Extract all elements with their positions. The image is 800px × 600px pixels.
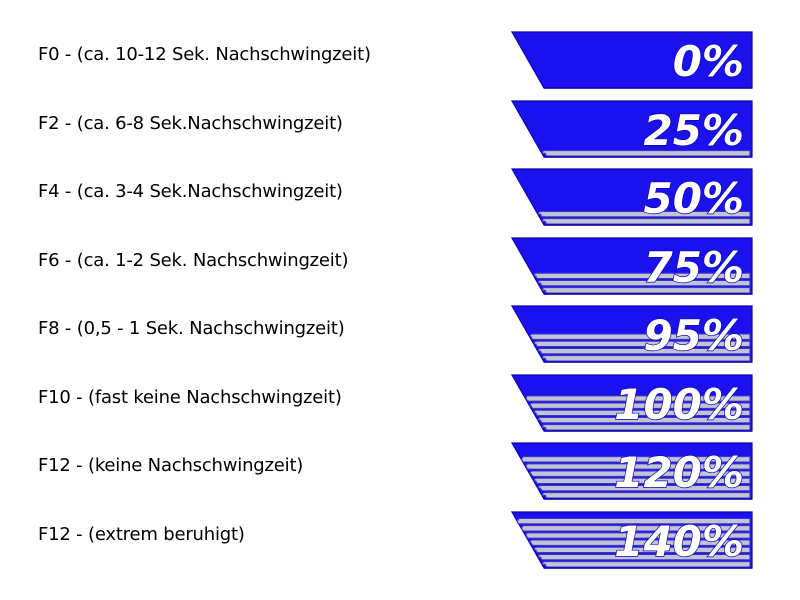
row-label: F10 - (fast keine Nachschwingzeit) bbox=[38, 386, 342, 408]
badge-stripe bbox=[537, 553, 751, 560]
badge-stripe bbox=[529, 333, 751, 340]
row-label: F12 - (keine Nachschwingzeit) bbox=[38, 455, 304, 476]
badge-stripe bbox=[541, 560, 751, 568]
percentage-badge: 25% bbox=[510, 99, 753, 158]
row-label: F4 - (ca. 3-4 Sek.Nachschwingzeit) bbox=[38, 181, 343, 202]
badge-stripe bbox=[541, 286, 751, 294]
damping-row: F4 - (ca. 3-4 Sek.Nachschwingzeit) 50% bbox=[0, 168, 800, 229]
badge-stripe bbox=[541, 149, 751, 157]
row-label: F8 - (0,5 - 1 Sek. Nachschwingzeit) bbox=[38, 318, 345, 339]
row-label: F6 - (ca. 1-2 Sek. Nachschwingzeit) bbox=[38, 249, 349, 271]
badge-stripe bbox=[533, 546, 751, 553]
damping-row: F2 - (ca. 6-8 Sek.Nachschwingzeit) 25% bbox=[0, 99, 800, 161]
badge-stripe bbox=[525, 394, 751, 402]
row-label: F2 - (ca. 6-8 Sek.Nachschwingzeit) bbox=[38, 112, 343, 134]
percentage-badge: 75% bbox=[510, 236, 753, 295]
badge-value: 120% bbox=[614, 448, 744, 497]
badge-stripe bbox=[537, 347, 751, 355]
percentage-badge: 0% bbox=[510, 31, 753, 89]
damping-row: F10 - (fast keine Nachschwingzeit) 100% bbox=[0, 373, 800, 435]
badge-value: 95% bbox=[643, 311, 744, 360]
percentage-badge: 120% bbox=[510, 442, 753, 500]
badge-stripe bbox=[537, 484, 751, 492]
badge-stripe bbox=[529, 401, 751, 409]
badge-stripe bbox=[541, 423, 751, 431]
percentage-badge: 140% bbox=[510, 510, 753, 569]
badge-stripe bbox=[533, 272, 751, 279]
badge-stripe bbox=[533, 409, 751, 416]
badge-stripe bbox=[537, 279, 751, 286]
percentage-badge: 100% bbox=[510, 373, 753, 432]
badge-value: 100% bbox=[614, 380, 744, 429]
damping-row: F12 - (keine Nachschwingzeit) 120% bbox=[0, 442, 800, 503]
damping-row: F12 - (extrem beruhigt) 140% bbox=[0, 510, 800, 572]
badge-stripe bbox=[537, 210, 751, 218]
damping-row: F8 - (0,5 - 1 Sek. Nachschwingzeit) 95% bbox=[0, 305, 800, 366]
badge-stripe bbox=[529, 470, 751, 477]
badge-stripe bbox=[529, 538, 751, 546]
row-label: F0 - (ca. 10-12 Sek. Nachschwingzeit) bbox=[38, 44, 371, 65]
badge-stripe bbox=[541, 218, 751, 225]
badge-stripe bbox=[533, 477, 751, 485]
damping-row: F6 - (ca. 1-2 Sek. Nachschwingzeit) 75% bbox=[0, 236, 800, 298]
badge-value: 25% bbox=[643, 106, 744, 155]
percentage-badge: 95% bbox=[510, 305, 753, 363]
badge-stripe bbox=[537, 416, 751, 423]
badge-stripe bbox=[541, 492, 751, 499]
badge-stripe bbox=[533, 340, 751, 348]
badge-value: 140% bbox=[614, 517, 744, 566]
percentage-badge: 50% bbox=[510, 168, 753, 226]
badge-stripe bbox=[521, 456, 751, 463]
badge-stripe bbox=[525, 463, 751, 470]
damping-row: F0 - (ca. 10-12 Sek. Nachschwingzeit) 0% bbox=[0, 31, 800, 92]
badge-value: 0% bbox=[673, 37, 744, 86]
badge-stripe bbox=[525, 531, 751, 539]
badge-stripe bbox=[516, 517, 751, 524]
badge-value: 50% bbox=[643, 174, 744, 223]
badge-value: 75% bbox=[643, 243, 744, 292]
badge-stripe bbox=[521, 524, 751, 532]
badge-stripe bbox=[541, 355, 751, 362]
row-label: F12 - (extrem beruhigt) bbox=[38, 523, 245, 545]
